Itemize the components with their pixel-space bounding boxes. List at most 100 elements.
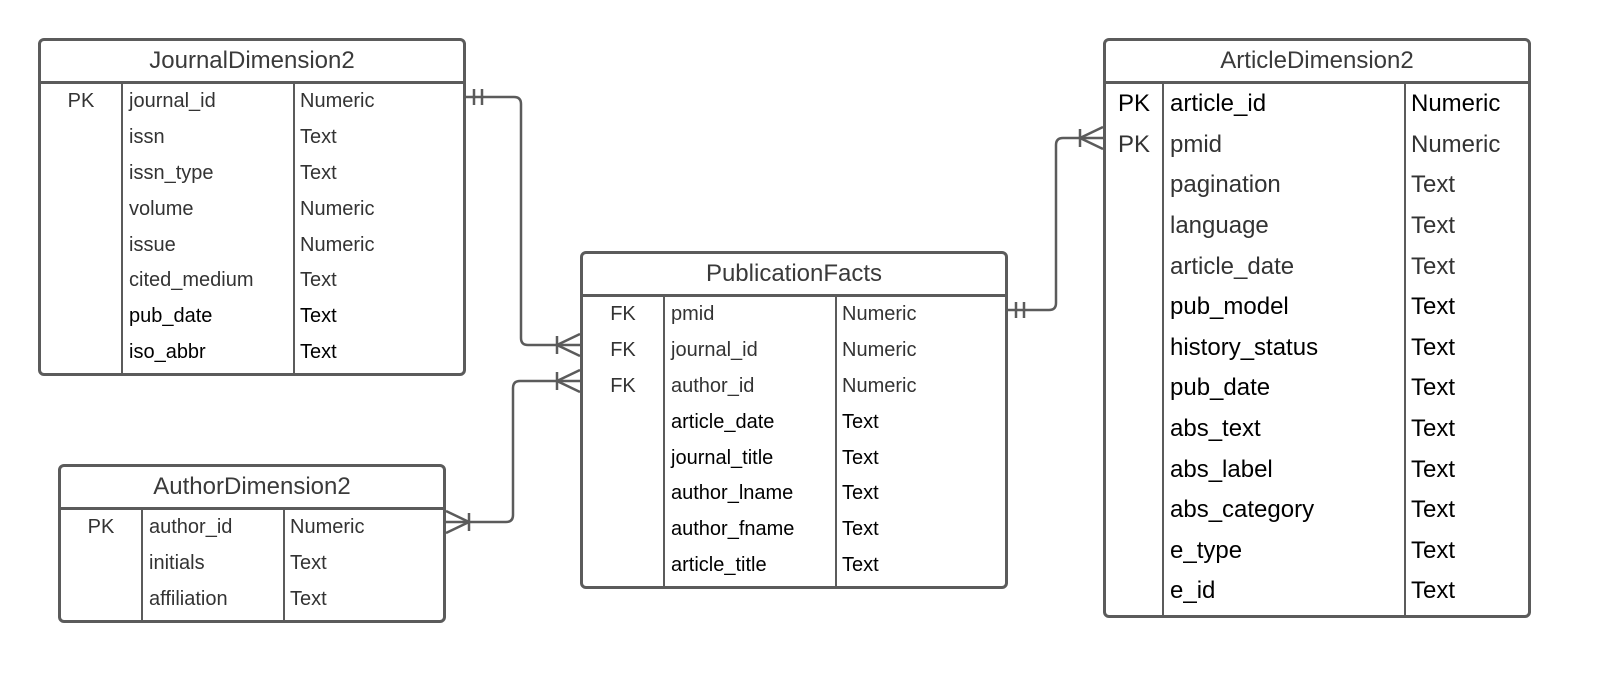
field-name: e_id	[1164, 571, 1406, 612]
field-key	[41, 155, 123, 192]
entity-publication-facts[interactable]: PublicationFacts FK pmid Numeric FK journal_…	[580, 251, 1008, 589]
field-type: Numeric	[842, 339, 917, 362]
field-row-e-type: e_type Text	[1106, 530, 1528, 572]
field-key	[583, 511, 665, 548]
field-name: issue	[123, 227, 295, 263]
entity-fields: PK author_id Numeric initials Text affiliatio…	[61, 510, 443, 620]
field-row-article-date: article_date Text	[1106, 246, 1528, 287]
field-name: language	[1164, 205, 1406, 247]
entity-author-dimension[interactable]: AuthorDimension2 PK author_id Numeric initi…	[58, 464, 446, 623]
entity-title: ArticleDimension2	[1106, 41, 1528, 84]
field-type: Text	[1411, 252, 1456, 280]
field-type: Text	[290, 587, 327, 610]
field-row-abs-label: abs_label Text	[1106, 449, 1528, 490]
field-row-pub-date: pub_date Text	[1106, 368, 1528, 409]
field-name: author_fname	[665, 511, 837, 548]
field-type: Text	[1411, 496, 1456, 524]
field-key	[1106, 286, 1164, 328]
entity-fields: PK journal_id Numeric issn Text issn_type Text…	[41, 84, 463, 373]
field-type: Text	[1411, 293, 1456, 321]
field-key	[41, 262, 123, 299]
field-type: Text	[300, 269, 337, 292]
field-key	[41, 119, 123, 156]
field-name: e_type	[1164, 530, 1406, 572]
field-type: Text	[300, 126, 337, 149]
field-name: author_id	[143, 510, 285, 546]
relationship-line-journal-facts	[466, 95, 580, 347]
field-key	[1106, 165, 1164, 206]
field-type: Text	[1411, 333, 1456, 361]
entity-journal-dimension[interactable]: JournalDimension2 PK journal_id Numeric iss…	[38, 38, 466, 376]
field-row-e-id: e_id Text	[1106, 571, 1528, 612]
field-row-pmid: PK pmid Numeric	[1106, 124, 1528, 166]
field-type: Text	[842, 446, 879, 469]
field-key: PK	[61, 510, 143, 546]
entity-article-dimension[interactable]: ArticleDimension2 PK article_id Numeric PK p…	[1103, 38, 1531, 618]
field-type: Text	[1411, 455, 1456, 483]
cardinality-many-article	[1077, 125, 1104, 151]
field-key: FK	[583, 332, 665, 369]
field-type: Text	[1411, 415, 1456, 443]
field-type: Text	[1411, 212, 1456, 240]
field-row-journal-title: journal_title Text	[583, 440, 1005, 476]
field-type: Text	[842, 482, 879, 505]
field-name: iso_abbr	[123, 334, 295, 371]
field-key: PK	[1106, 124, 1164, 166]
field-type: Text	[300, 161, 337, 184]
field-key	[583, 440, 665, 476]
field-name: pub_date	[1164, 368, 1406, 409]
field-row-issn: issn Text	[41, 119, 463, 156]
relationship-line-author-facts	[446, 379, 580, 524]
field-key	[583, 404, 665, 441]
field-key	[1106, 408, 1164, 450]
field-name: journal_id	[665, 332, 837, 369]
field-row-pmid: FK pmid Numeric	[583, 297, 1005, 333]
field-key	[61, 545, 143, 582]
field-row-author-fname: author_fname Text	[583, 511, 1005, 548]
field-name: pub_model	[1164, 286, 1406, 328]
cardinality-many-facts-author	[554, 368, 581, 394]
field-row-abs-text: abs_text Text	[1106, 408, 1528, 450]
field-row-journal-id: PK journal_id Numeric	[41, 84, 463, 120]
field-type: Text	[842, 410, 879, 433]
field-name: article_date	[665, 404, 837, 441]
cardinality-many-facts-journal	[554, 332, 581, 358]
field-type: Numeric	[290, 516, 365, 539]
field-row-issn-type: issn_type Text	[41, 155, 463, 192]
field-row-pub-model: pub_model Text	[1106, 286, 1528, 328]
field-row-pagination: pagination Text	[1106, 165, 1528, 206]
cardinality-one-journal	[472, 89, 484, 105]
field-key	[1106, 449, 1164, 490]
relationship-line-facts-article	[1008, 136, 1103, 312]
field-key	[1106, 327, 1164, 369]
field-name: issn_type	[123, 155, 295, 192]
field-name: abs_text	[1164, 408, 1406, 450]
field-type: Numeric	[1411, 90, 1501, 118]
field-key: PK	[1106, 84, 1164, 125]
field-key: FK	[583, 297, 665, 333]
field-row-pub-date: pub_date Text	[41, 298, 463, 335]
entity-fields: PK article_id Numeric PK pmid Numeric paginati…	[1106, 84, 1528, 615]
field-name: article_title	[665, 547, 837, 584]
entity-title: AuthorDimension2	[61, 467, 443, 510]
field-name: abs_label	[1164, 449, 1406, 490]
field-name: volume	[123, 191, 295, 228]
cardinality-one-facts	[1014, 302, 1026, 318]
field-type: Text	[842, 518, 879, 541]
field-name: affiliation	[143, 581, 285, 618]
field-type: Text	[1411, 536, 1456, 564]
field-row-journal-id: FK journal_id Numeric	[583, 332, 1005, 369]
field-type: Text	[1411, 171, 1456, 199]
field-key: PK	[41, 84, 123, 120]
field-name: abs_category	[1164, 489, 1406, 531]
field-type: Numeric	[300, 90, 375, 113]
field-name: initials	[143, 545, 285, 582]
field-key	[1106, 205, 1164, 247]
field-type: Numeric	[300, 233, 375, 256]
field-type: Numeric	[300, 197, 375, 220]
field-name: pmid	[1164, 124, 1406, 166]
field-row-language: language Text	[1106, 205, 1528, 247]
field-type: Numeric	[842, 303, 917, 326]
cardinality-many-author	[445, 509, 472, 535]
